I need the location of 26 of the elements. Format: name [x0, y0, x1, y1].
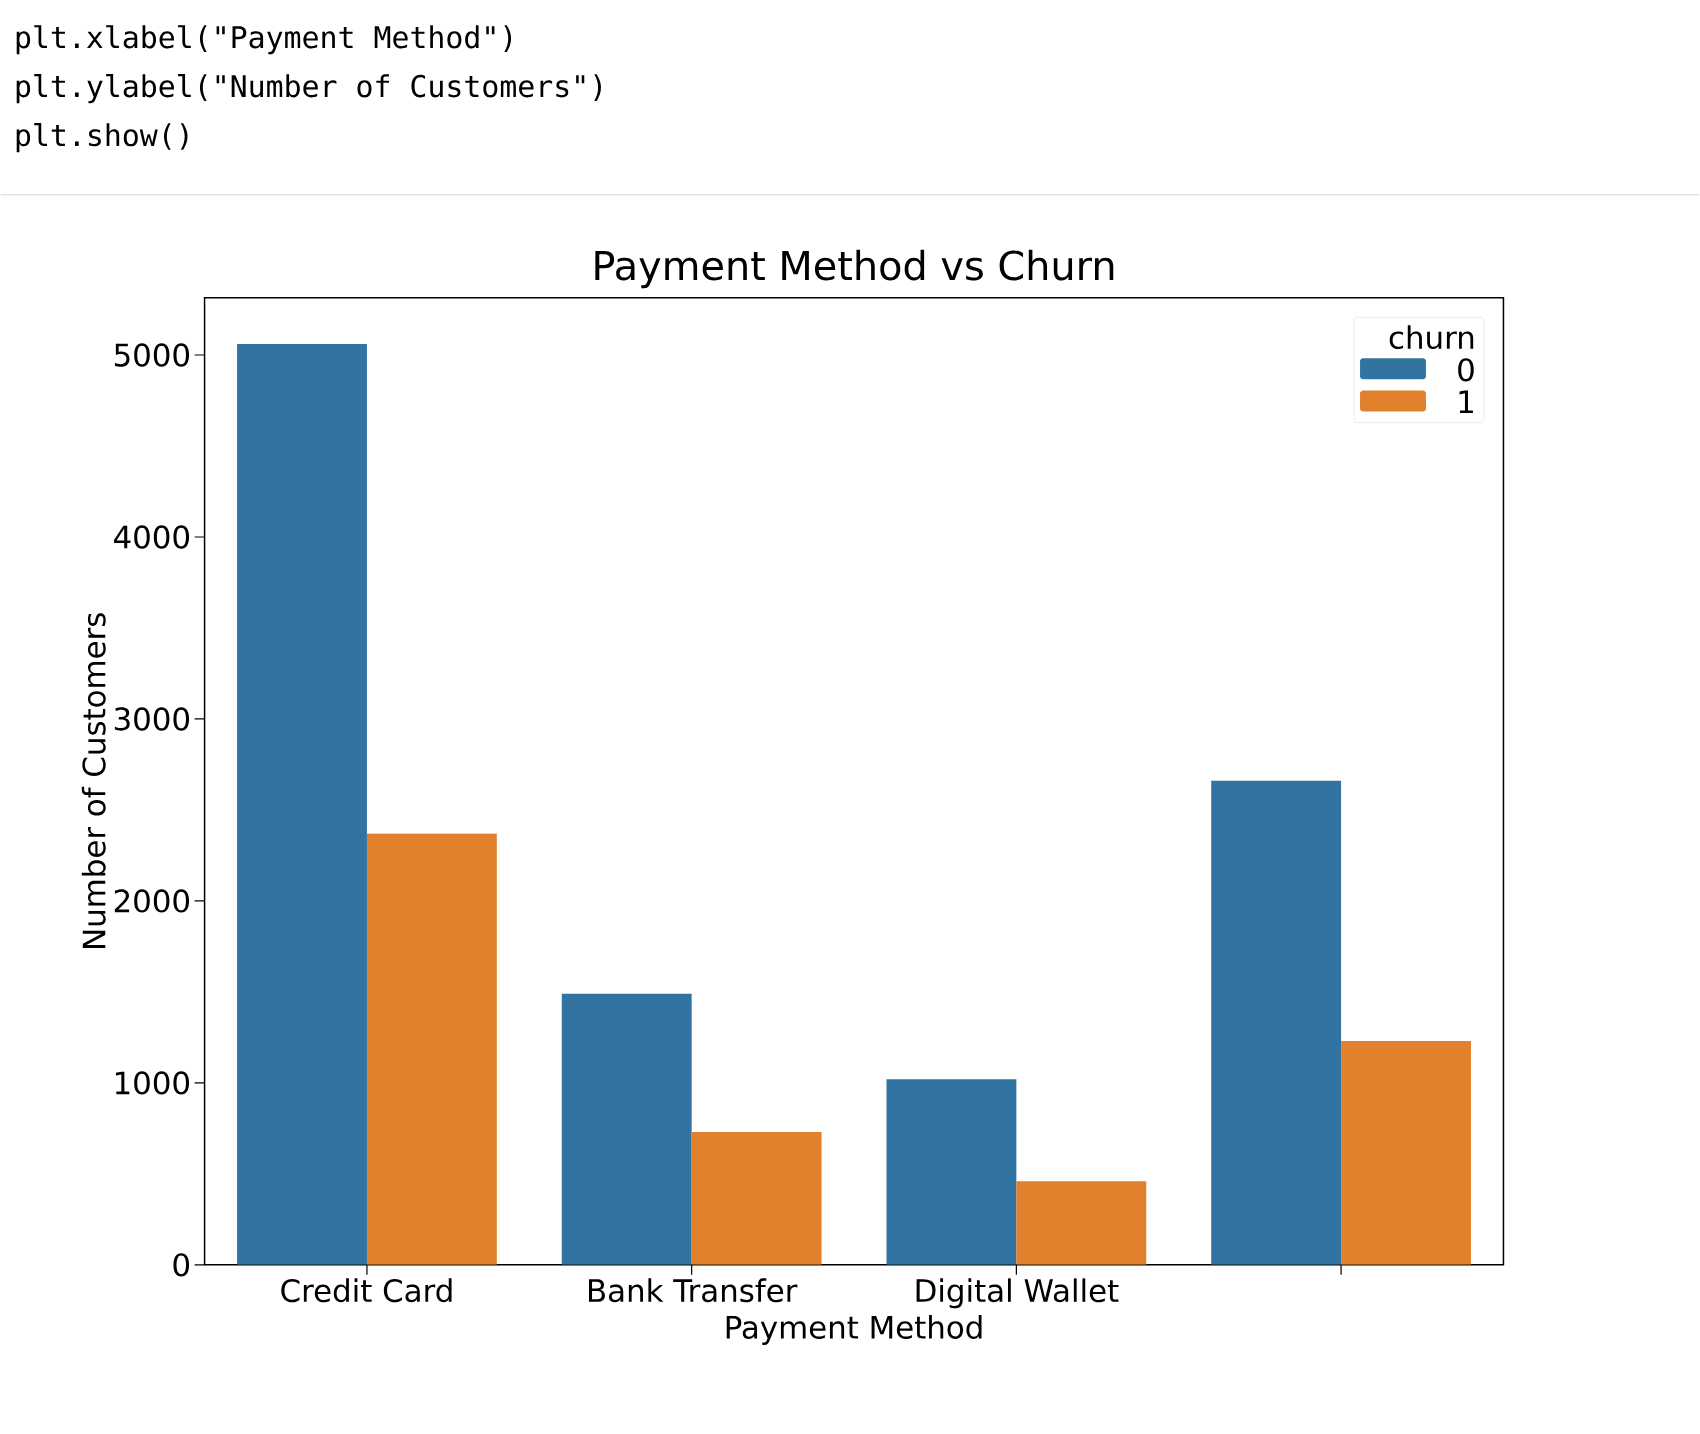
bar [691, 1132, 822, 1266]
y-tick-label: 1000 [115, 1071, 190, 1095]
y-tick-label: 3000 [114, 707, 190, 731]
x-tick-label: Digital Wallet [916, 1278, 1119, 1309]
bar [1341, 1041, 1471, 1266]
x-tick-label: Credit Card [281, 1278, 452, 1303]
chart-title: Payment Method vs Churn [595, 249, 1114, 289]
bar [1016, 1181, 1147, 1266]
y-tick-label: 0 [173, 1253, 190, 1277]
y-tick-label: 2000 [114, 889, 190, 913]
x-tick-label: Bank Transfer [588, 1278, 798, 1303]
bar [886, 1079, 1017, 1266]
bar [366, 833, 497, 1266]
legend-title: churn [1389, 325, 1474, 350]
bar [237, 344, 367, 1266]
y-axis-title: Number of Customers [81, 613, 106, 949]
text: plt.ylabel("Number of Customers") [16, 74, 601, 104]
y-tick-label: 5000 [114, 343, 190, 367]
bar [561, 993, 692, 1266]
bar [1211, 780, 1342, 1266]
text: plt.show() [16, 123, 188, 153]
legend-label: 0 [1458, 358, 1474, 382]
y-tick-label: 4000 [114, 525, 190, 549]
x-axis-title: Payment Method [726, 1315, 982, 1346]
text: plt.xlabel("Payment Method") [16, 25, 512, 55]
legend-label: 1 [1459, 390, 1473, 414]
